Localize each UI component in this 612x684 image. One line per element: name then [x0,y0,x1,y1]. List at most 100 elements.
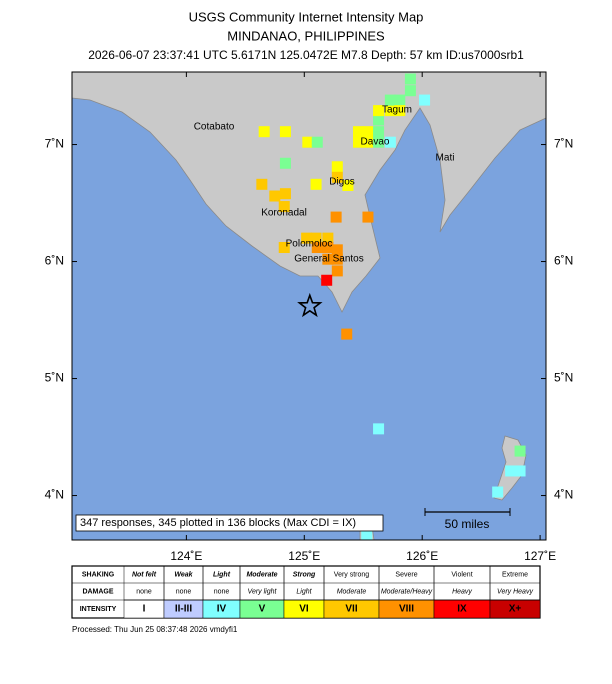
damage-label: Moderate [337,588,367,595]
intensity-block [505,465,517,477]
place-label: Cotabato [194,122,235,133]
place-label: Koronadal [261,208,307,219]
intensity-block [311,242,323,253]
intensity-block [256,178,268,190]
intensity-block [330,211,342,223]
intensity-block [321,274,333,286]
land [72,72,546,313]
intensity-block [362,126,374,138]
x-tick-label: 127˚E [524,549,556,563]
place-label: Davao [361,137,390,148]
summary: 347 responses, 345 plotted in 136 blocks… [80,517,356,529]
y-tick-label: 4˚N [554,488,573,502]
intensity-block [404,85,416,97]
intensity-block [322,242,334,253]
title: USGS Community Internet Intensity Map [189,9,424,24]
intensity-block [322,232,334,244]
shaking-label: Moderate [246,571,277,578]
intensity-block [302,136,314,148]
intensity-block [373,126,385,138]
intensity-block [279,126,291,138]
footer: Processed: Thu Jun 25 08:37:48 2026 vmdy… [72,625,238,634]
damage-label: none [176,588,192,595]
overlay: 124˚E 125˚E 126˚E 127˚E 4˚N 4˚N 5˚N 5˚N 6˚N 6˚N 7˚… [45,72,573,563]
legend: SHAKING DAMAGE INTENSITY Not felt none I Weak n… [71,565,541,619]
y-tick-label: 4˚N [45,488,64,502]
damage-label: Heavy [452,588,472,595]
intensity-block [342,179,354,191]
place-label: General Santos [294,254,364,265]
intensity-block [353,136,365,148]
shaking-label: Violent [451,571,472,578]
intensity-block [322,253,334,265]
intensity-block [373,105,385,117]
shaking-label: Weak [174,571,193,578]
place-label: Tagum [382,105,412,116]
x-tick-label: 126˚E [406,549,438,563]
intensity-block [269,190,281,202]
intensity-label: VI [299,604,309,615]
y-tick-label: 7˚N [554,137,573,151]
legend-row-label: DAMAGE [82,588,113,595]
intensity-block [301,232,313,244]
intensity-block [331,171,343,183]
legend-row-label: INTENSITY [80,606,117,613]
intensity-block [404,73,416,85]
intensity-block [258,126,270,138]
damage-label: Light [296,588,312,595]
x-tick-label: 124˚E [170,549,202,563]
shaking-label: Not felt [132,571,157,578]
intensity-block [331,253,343,265]
intensity-block [373,136,385,148]
damage-label: Very Heavy [497,588,533,595]
scale-label: 50 miles [445,517,490,531]
intensity-label: VIII [399,604,414,615]
intensity-block [341,328,353,340]
y-tick-label: 5˚N [554,371,573,385]
intensity-block [394,105,406,117]
x-tick-label: 125˚E [288,549,320,563]
region: MINDANAO, PHILIPPINES [227,28,385,43]
intensity-block [384,105,396,117]
intensity-block [362,136,374,148]
intensity-label: IV [217,604,227,615]
intensity-block [310,178,322,190]
intensity-block [384,136,396,148]
intensity-block [419,94,431,106]
map-frame [71,71,547,541]
place-labels: Cotabato Tagum Davao Mati Digos Koronada… [194,105,455,265]
intensity-label: I [143,604,146,615]
intensity-block [331,161,343,173]
y-tick-label: 5˚N [45,371,64,385]
intensity-label: X+ [509,604,522,615]
intensity-block [310,232,322,244]
intensity-block [373,423,385,435]
y-tick-label: 7˚N [45,137,64,151]
damage-label: none [214,588,230,595]
event-info: 2026-06-07 23:37:41 UTC 5.6171N 125.0472… [88,48,524,62]
legend-row-label: SHAKING [82,571,115,578]
intensity-block [331,265,343,277]
intensity-block [311,136,323,148]
y-tick-label: 6˚N [45,254,64,268]
place-label: Digos [329,177,355,188]
shaking-label: Severe [395,571,417,578]
intensity-block [384,94,396,106]
intensity-label: VII [345,604,357,615]
intensity-block [331,244,343,256]
damage-label: Moderate/Heavy [381,588,433,595]
intensity-block [279,188,291,200]
intensity-block [373,114,385,126]
epicenter [297,292,323,318]
summary-box [75,514,384,532]
intensity-block [514,465,526,477]
place-label: Mati [436,153,455,164]
damage-label: none [136,588,152,595]
intensity-block [394,94,406,106]
shaking-label: Strong [293,571,316,578]
intensity-label: V [259,604,266,615]
intensity-block [514,445,526,457]
intensity-block [279,157,291,169]
intensity-block [361,529,373,540]
